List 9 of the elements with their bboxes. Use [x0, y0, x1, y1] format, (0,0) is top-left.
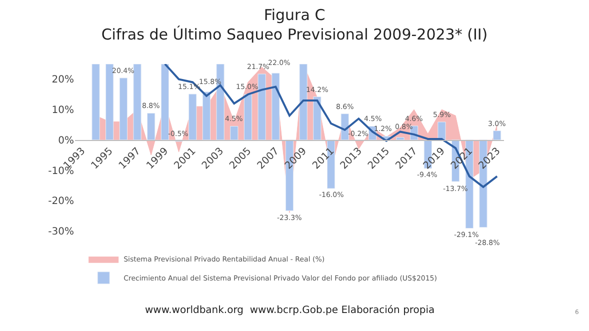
y-tick-label: 20%: [52, 74, 74, 86]
y-tick-label: 0%: [58, 135, 74, 146]
text: www.worldbank.org www.bcrp.Gob.pe Elaboración propia: [145, 305, 435, 316]
y-tick-label: -10%: [48, 166, 74, 177]
y-tick-label: -20%: [48, 196, 74, 208]
chart-title: Figura C: [264, 6, 326, 24]
chart-subtitle: Cifras de Último Saqueo Previsional 2009-2023* (II): [101, 25, 488, 44]
y-tick-label: 10%: [52, 105, 74, 116]
y-tick-label: -30%: [48, 226, 74, 238]
